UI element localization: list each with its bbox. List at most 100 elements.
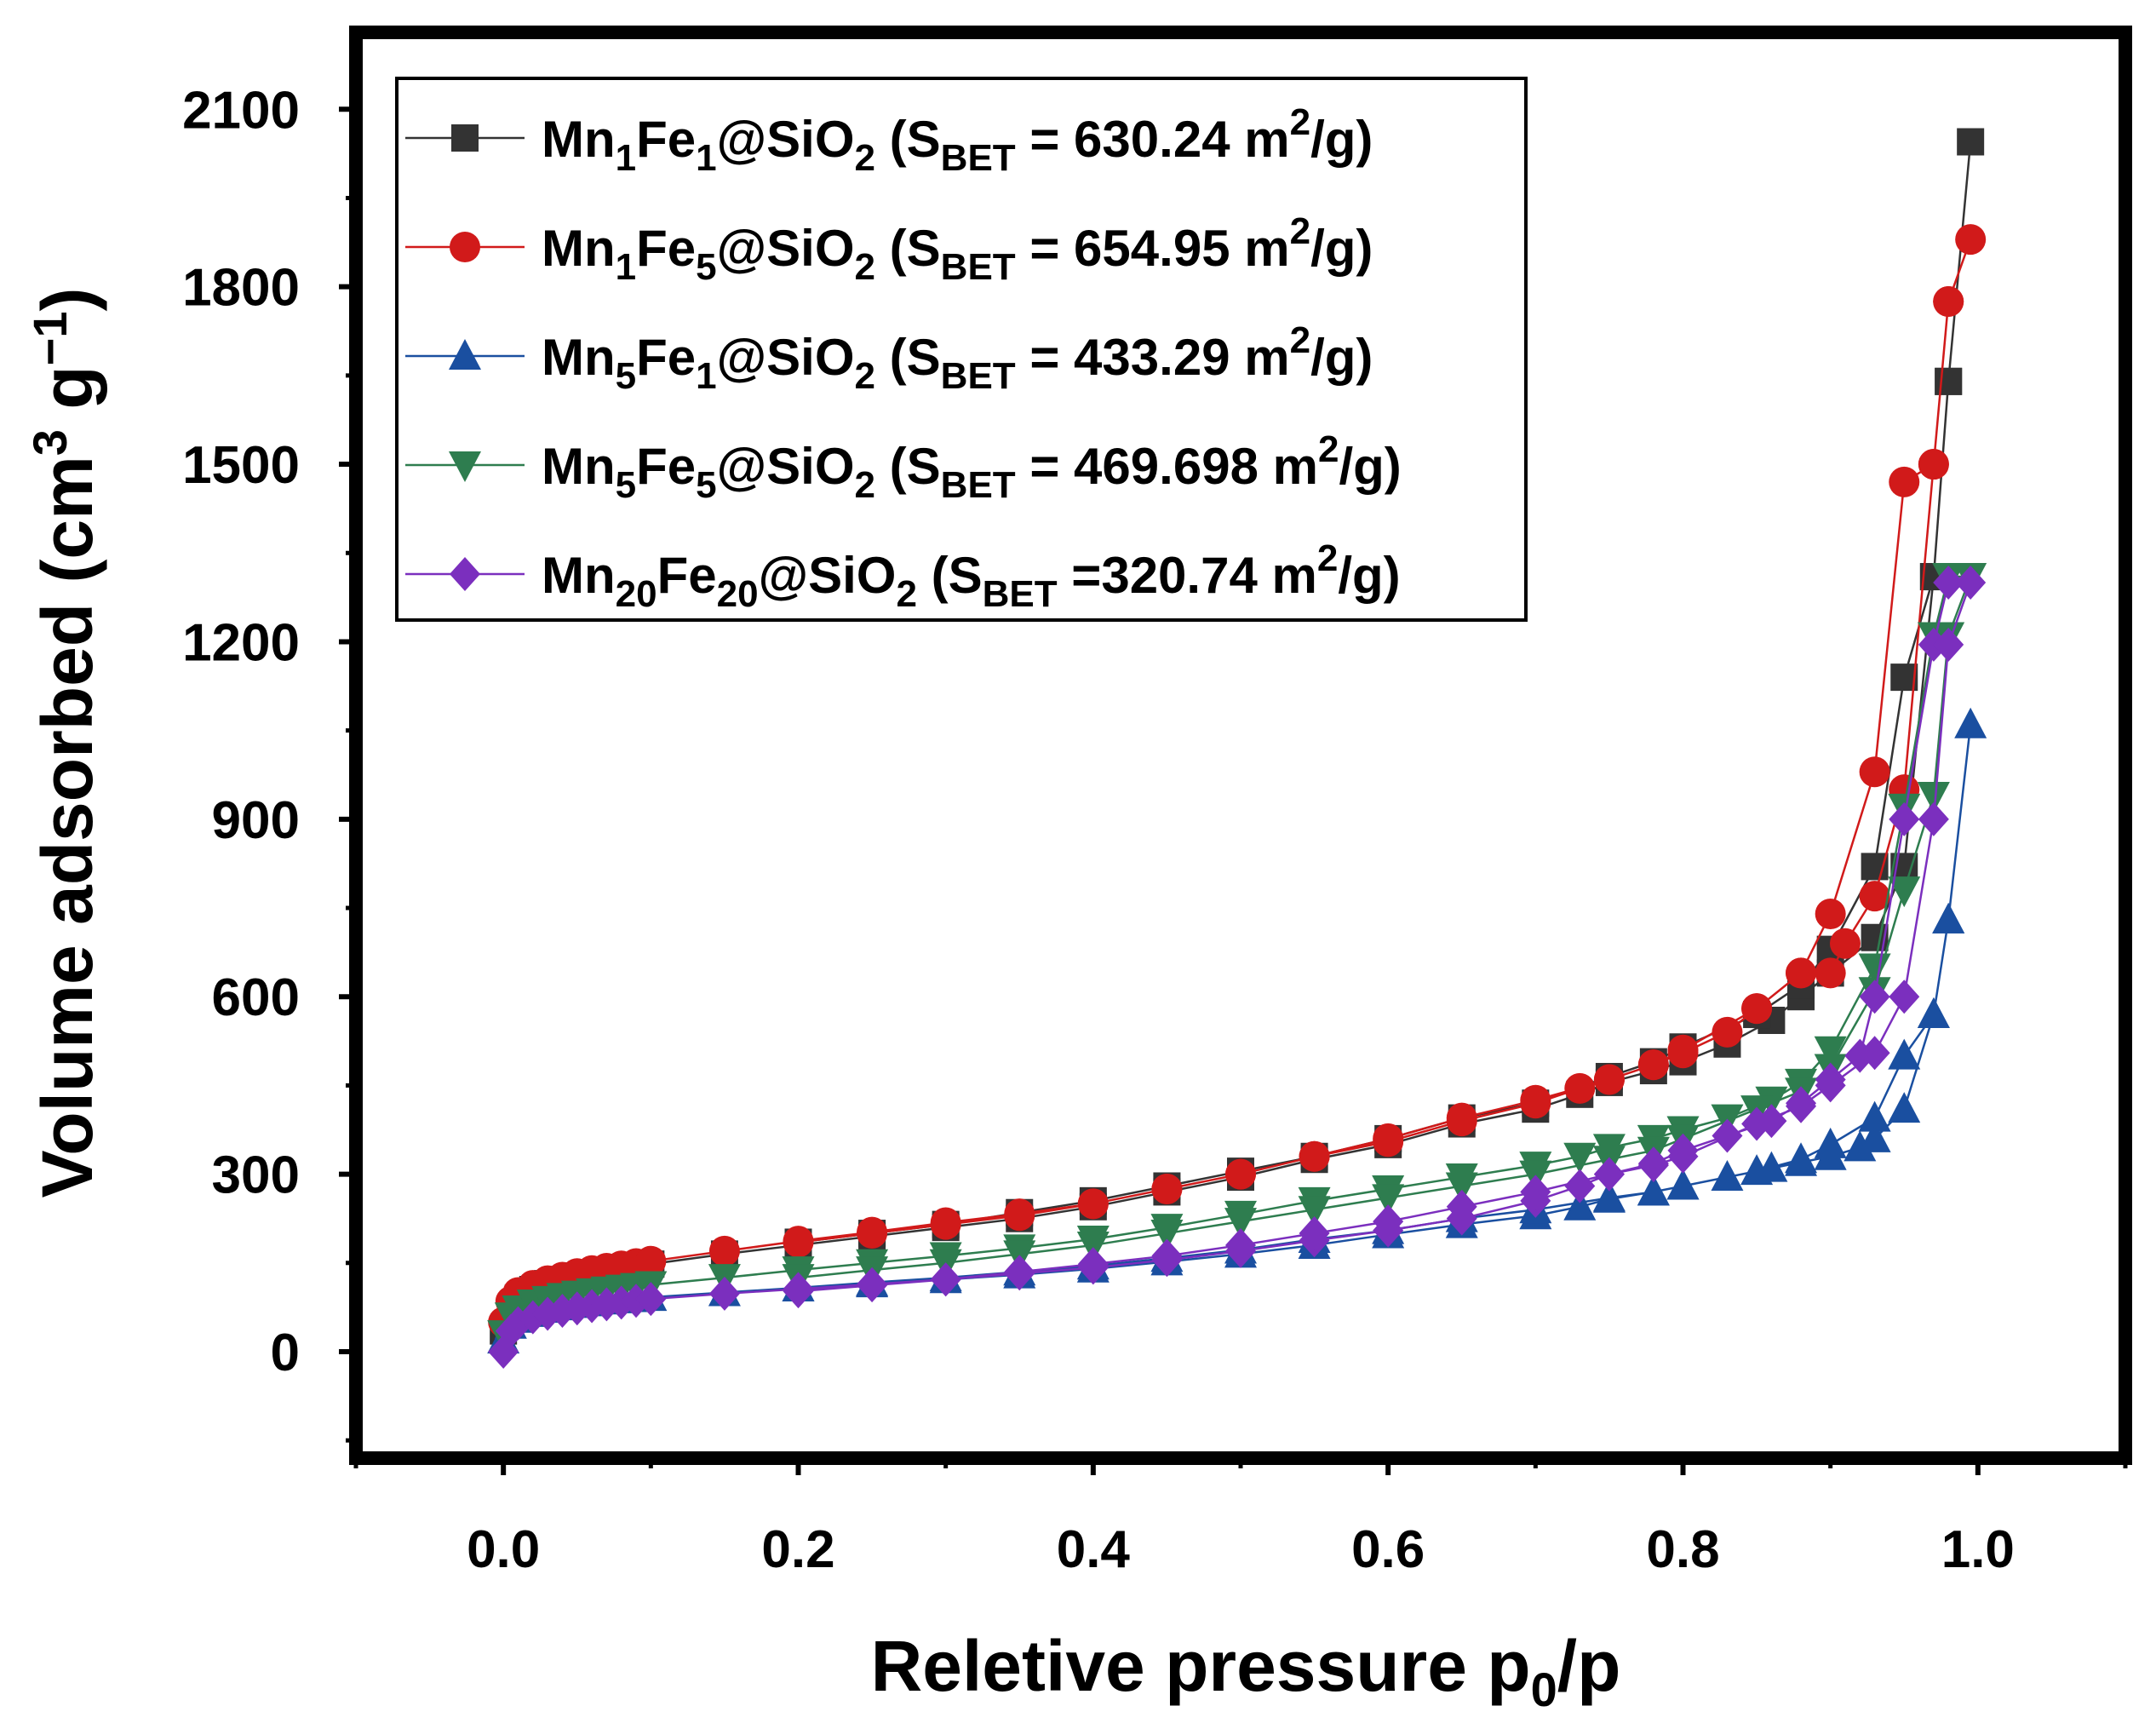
legend-label-part: 1: [696, 137, 716, 179]
y-axis-label-superscript-2: −1: [23, 312, 77, 366]
legend-box: [395, 77, 1528, 622]
data-point: [1298, 1196, 1331, 1227]
data-point: [1888, 1038, 1921, 1070]
legend-label-part: /g): [1310, 329, 1373, 386]
data-point: [1373, 1123, 1404, 1154]
data-point: [1957, 128, 1985, 156]
data-point: [1593, 1064, 1625, 1095]
legend-label: Mn5Fe1@SiO2 (SBET = 433.29 m2/g): [542, 319, 1373, 397]
legend-label-part: Fe: [636, 111, 696, 168]
legend-label-part: /g): [1339, 438, 1401, 495]
data-point: [1935, 367, 1963, 395]
y-axis-label: Volume adsorbed (cm3 g−1): [23, 288, 107, 1198]
legend-label-part: 1: [616, 137, 636, 179]
legend-label-part: (S: [875, 111, 941, 168]
legend-label: Mn5Fe5@SiO2 (SBET = 469.698 m2/g): [542, 428, 1402, 506]
data-point: [1814, 1127, 1847, 1158]
legend-label-part: 5: [616, 464, 636, 506]
legend-label-part: BET: [941, 137, 1016, 179]
data-point: [1563, 1142, 1597, 1174]
data-point: [1889, 979, 1920, 1014]
legend-label-part: 1: [616, 246, 636, 288]
legend-label-part: BET: [941, 464, 1016, 506]
legend-label-part: 5: [696, 464, 716, 506]
legend-label-part: 2: [855, 464, 875, 506]
legend-label-part: = 630.24 m: [1016, 111, 1290, 168]
legend-label-part: /g): [1338, 547, 1400, 604]
legend-label-part: @SiO: [717, 329, 855, 386]
y-tick-label: 0: [271, 1324, 300, 1382]
data-point: [1741, 993, 1773, 1025]
data-point: [1861, 853, 1889, 881]
legend-label-part: 5: [696, 246, 716, 288]
legend-marker: [449, 339, 481, 370]
data-point: [1933, 565, 1964, 600]
legend-label-part: = 654.95 m: [1016, 220, 1290, 277]
legend-label-part: /g): [1310, 220, 1373, 277]
x-axis-label-tail: /p: [1557, 1626, 1621, 1706]
data-point: [708, 1235, 740, 1267]
x-axis-ticks: 0.0 0.2 0.4 0.6 0.8 1.0: [353, 1458, 2128, 1579]
data-point: [1667, 1034, 1699, 1066]
data-point: [1918, 449, 1949, 480]
legend-label-part: = 433.29 m: [1016, 329, 1290, 386]
data-point: [1858, 1100, 1891, 1132]
x-tick-label: 0.8: [1646, 1520, 1719, 1579]
x-axis-label-text: Reletive pressure p: [871, 1626, 1531, 1706]
x-tick-label: 0.2: [761, 1520, 834, 1579]
legend-label-part: 2: [1290, 319, 1310, 361]
data-point: [1004, 1255, 1035, 1290]
data-point: [1712, 1118, 1743, 1153]
legend-label-part: Fe: [636, 329, 696, 386]
legend-label-part: 2: [1317, 537, 1338, 579]
series-Mn20Fe20@SiO2: [488, 565, 1987, 1369]
data-point: [1225, 1227, 1256, 1262]
y-tick-label: 1800: [182, 259, 300, 318]
plot-series: [487, 128, 1987, 1369]
data-point: [1859, 881, 1890, 912]
legend-label-part: BET: [983, 573, 1058, 615]
legend-label-part: 20: [717, 573, 759, 615]
data-point: [1814, 1036, 1847, 1067]
data-point: [1933, 286, 1964, 318]
data-point: [1955, 565, 1987, 600]
legend-label: Mn1Fe1@SiO2 (SBET = 630.24 m2/g): [542, 101, 1373, 179]
data-point: [1076, 1231, 1110, 1262]
y-tick-label: 1500: [182, 436, 300, 495]
legend-label-part: BET: [941, 246, 1016, 288]
data-point: [1445, 1172, 1478, 1203]
legend-label-part: /g): [1310, 111, 1373, 168]
legend-label-part: Mn: [542, 220, 616, 277]
data-point: [1829, 928, 1861, 959]
data-point: [1299, 1216, 1330, 1251]
data-point: [1955, 224, 1987, 256]
legend-label-part: Fe: [657, 547, 717, 604]
data-point: [1637, 1148, 1669, 1183]
data-point: [930, 1209, 961, 1240]
data-point: [1151, 1238, 1183, 1273]
data-point: [1446, 1102, 1477, 1134]
data-point: [1150, 1220, 1184, 1251]
legend-label-part: 2: [855, 246, 875, 288]
legend-label-part: @SiO: [717, 438, 855, 495]
data-point: [857, 1218, 888, 1249]
legend-label-part: @SiO: [717, 111, 855, 168]
data-point: [1741, 1106, 1773, 1141]
y-axis-label-mid: g: [27, 365, 107, 429]
legend-label-part: @SiO: [717, 220, 855, 277]
data-point: [783, 1226, 814, 1258]
data-point: [1520, 1084, 1551, 1116]
data-point: [1843, 1130, 1877, 1162]
legend-label-part: = 469.698 m: [1016, 438, 1318, 495]
data-point: [1225, 1158, 1256, 1190]
legend-label-part: Mn: [542, 111, 616, 168]
data-point: [1932, 902, 1965, 933]
legend-label-part: 2: [1318, 428, 1339, 470]
plot-frame: [349, 26, 2132, 1465]
legend-label-part: (S: [875, 438, 941, 495]
data-point: [1151, 1173, 1183, 1204]
y-tick-label: 600: [212, 968, 300, 1027]
data-point: [1786, 1089, 1817, 1123]
legend-label-part: (S: [875, 220, 941, 277]
data-point: [1785, 1142, 1818, 1174]
